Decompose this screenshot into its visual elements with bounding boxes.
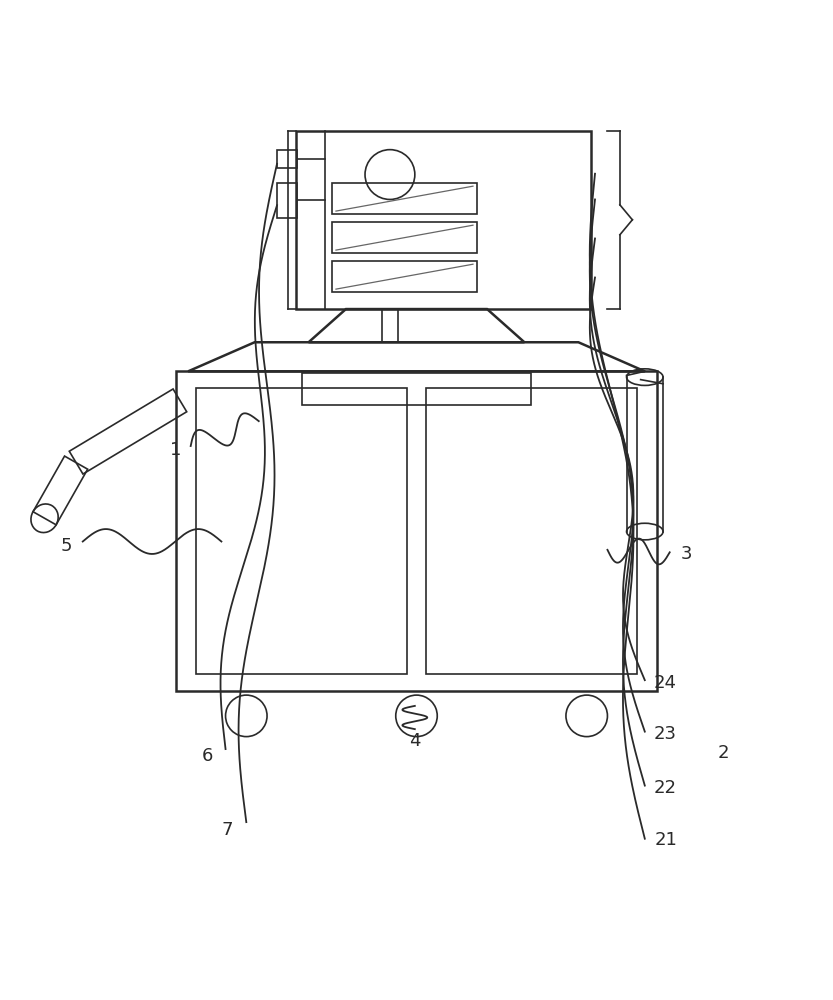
- Bar: [296, 131, 591, 309]
- Text: 6: 6: [202, 747, 213, 765]
- Bar: [332, 222, 477, 253]
- Text: 21: 21: [654, 831, 677, 849]
- Text: 5: 5: [61, 537, 72, 555]
- Text: 4: 4: [409, 732, 421, 750]
- Bar: [302, 373, 531, 405]
- Text: 3: 3: [681, 545, 692, 563]
- Text: 7: 7: [222, 821, 233, 839]
- Text: 23: 23: [654, 725, 677, 743]
- Bar: [196, 388, 407, 674]
- Text: 22: 22: [654, 779, 677, 797]
- Bar: [332, 183, 477, 214]
- Bar: [176, 371, 657, 691]
- Text: 2: 2: [718, 744, 730, 762]
- Bar: [277, 183, 297, 218]
- Bar: [277, 150, 297, 168]
- Text: 1: 1: [170, 441, 182, 459]
- Text: 24: 24: [654, 674, 677, 692]
- Bar: [332, 261, 477, 292]
- Bar: [426, 388, 637, 674]
